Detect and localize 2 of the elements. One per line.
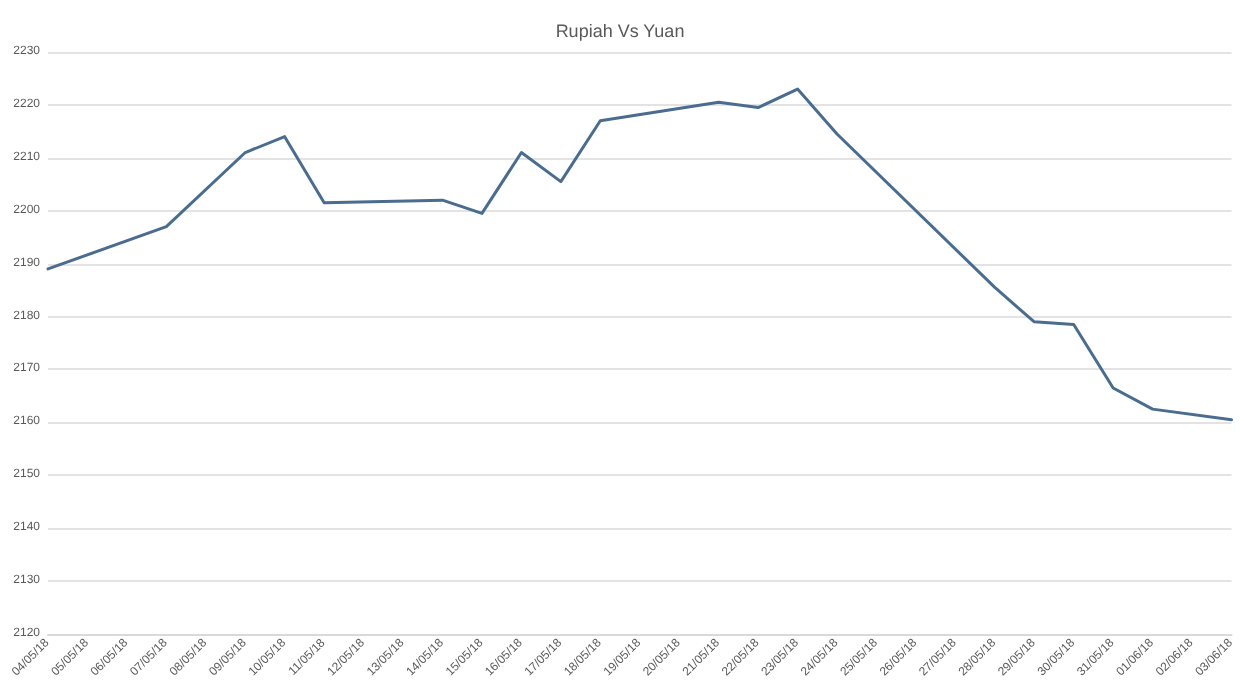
line-series: [46, 87, 1234, 422]
chart-title: Rupiah Vs Yuan: [555, 21, 685, 41]
